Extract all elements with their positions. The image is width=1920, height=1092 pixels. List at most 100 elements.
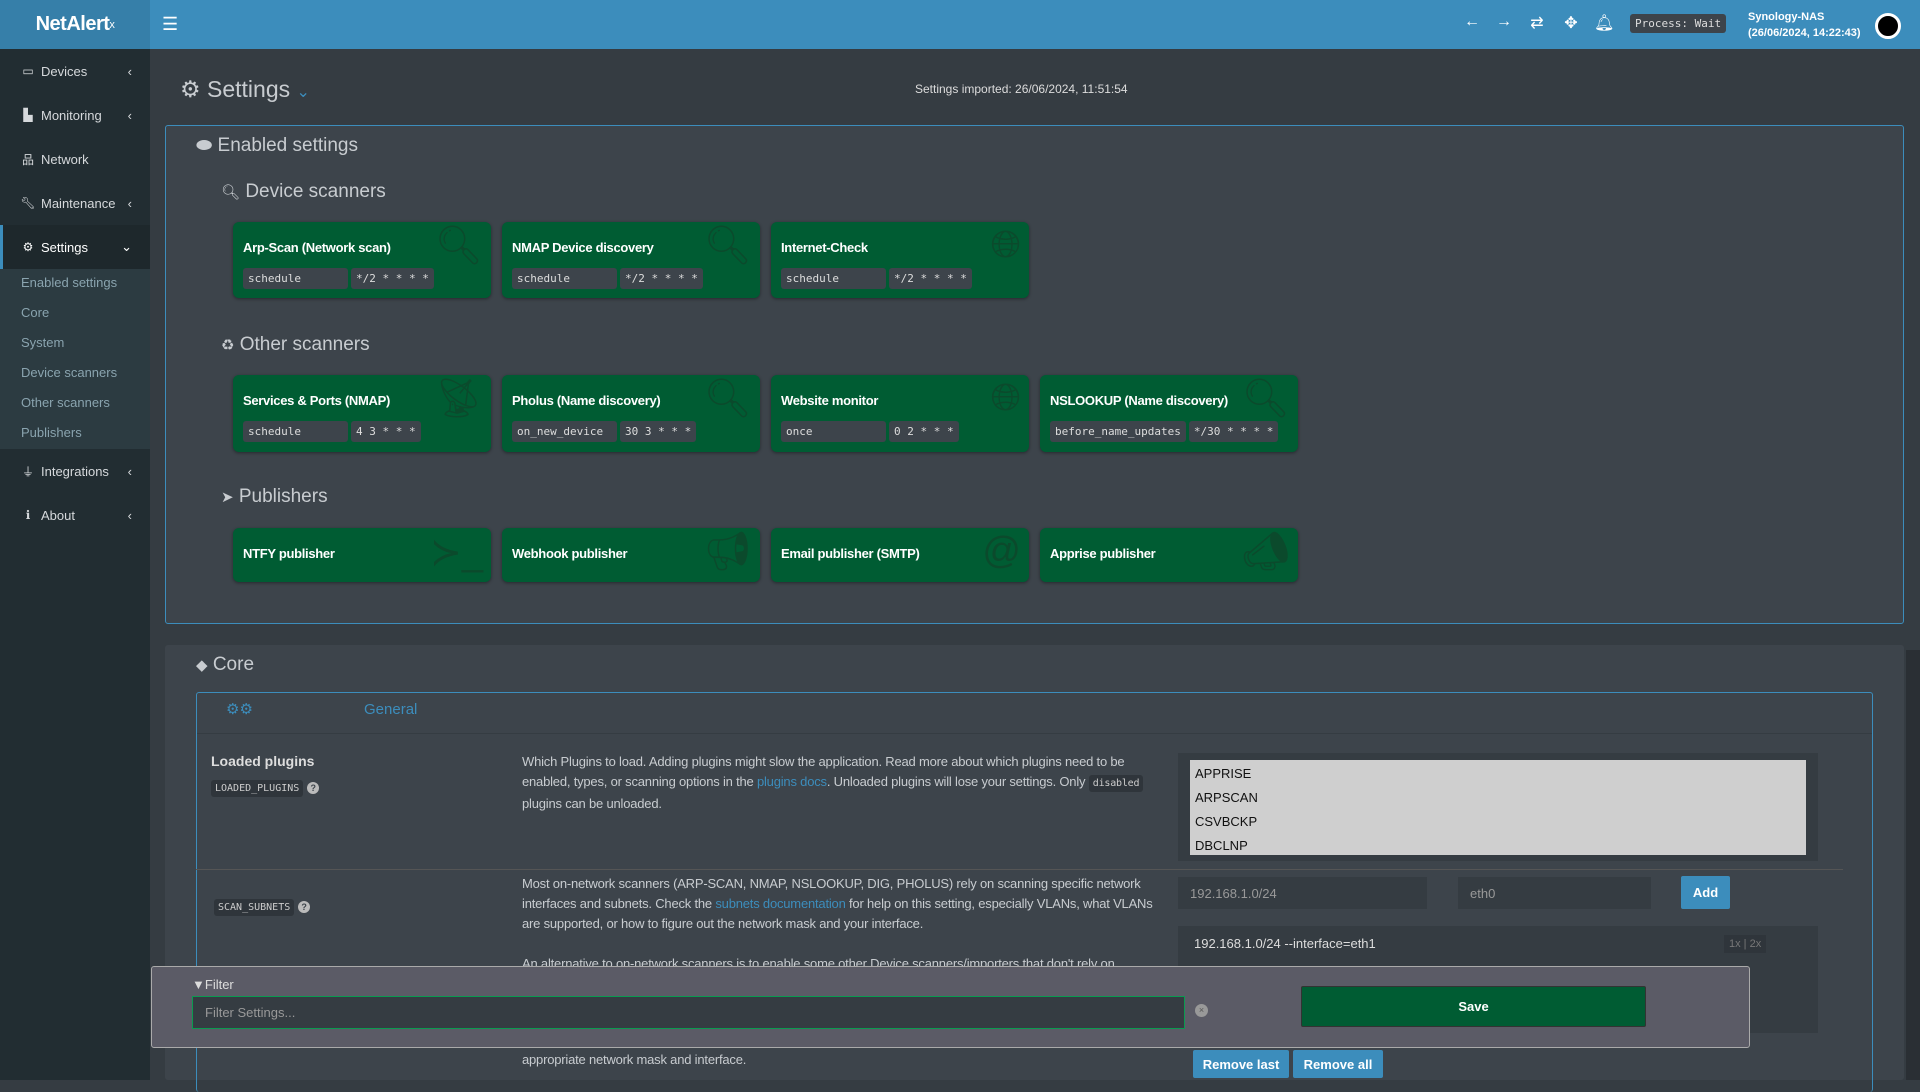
sidebar-item-maintenance[interactable]: 🔧︎ Maintenance ‹ — [0, 181, 150, 225]
filter-label: ▼Filter — [192, 977, 234, 992]
bell-icon[interactable]: 🔔︎ — [1594, 15, 1615, 32]
plugin-card[interactable]: ≻_ NTFY publisher — [233, 528, 491, 582]
core-heading: ◆ Core — [196, 654, 254, 676]
page-title-text: Settings — [207, 76, 291, 102]
plugin-settings: schedule */2 * * * * — [243, 268, 434, 289]
option-arpscan[interactable]: ARPSCAN — [1195, 790, 1258, 805]
chevron-left-icon: ‹ — [127, 195, 132, 211]
sidebar-label: About — [41, 507, 75, 523]
wrench-icon: 🔧︎ — [20, 196, 36, 210]
submenu-device-scanners[interactable]: Device scanners — [21, 365, 118, 380]
sidebar-label: Maintenance — [41, 195, 116, 211]
remove-all-button[interactable]: Remove all — [1293, 1050, 1383, 1078]
user-avatar[interactable] — [1875, 13, 1901, 39]
sidebar-label: Network — [41, 151, 89, 167]
submenu-publishers[interactable]: Publishers — [21, 425, 82, 440]
setting-key: LOADED_PLUGINS — [211, 780, 304, 797]
option-dbclnp[interactable]: DBCLNP — [1195, 838, 1248, 853]
satellite-icon: 📡︎ — [434, 378, 483, 420]
scrollbar[interactable] — [1906, 650, 1920, 1080]
search-icon: 🔍︎ — [703, 225, 752, 267]
sidebar-item-devices[interactable]: ▭ Devices ‹ — [0, 49, 150, 93]
forward-arrow-icon[interactable]: → — [1496, 13, 1512, 30]
subnet-entry[interactable]: 192.168.1.0/24 --interface=eth1 — [1194, 936, 1376, 951]
plugin-setting-key: schedule — [512, 268, 617, 289]
plugin-card[interactable]: 📢︎ Webhook publisher — [502, 528, 760, 582]
submenu-core[interactable]: Core — [21, 305, 50, 320]
plugin-card[interactable]: 🔍︎ Pholus (Name discovery) on_new_device 30… — [502, 375, 760, 452]
paper-plane-icon: ➤ — [221, 489, 234, 506]
sidebar-item-settings[interactable]: ⚙ Settings ⌄ — [0, 225, 150, 269]
publishers-heading: ➤ Publishers — [221, 486, 328, 508]
size-toggle[interactable]: 1x | 2x — [1724, 935, 1767, 953]
plugin-setting-key: on_new_device — [512, 421, 617, 442]
desc-text: for help on this setting, especially VLA… — [522, 896, 1153, 931]
plugins-docs-link[interactable]: plugins docs — [756, 774, 827, 789]
option-csvbckp[interactable]: CSVBCKP — [1195, 814, 1258, 829]
plugin-card[interactable]: @ Email publisher (SMTP) — [771, 528, 1029, 582]
globe-icon: 🌐︎ — [990, 224, 1021, 266]
plugin-card[interactable]: 🌐︎ Internet-Check schedule */2 * * * * — [771, 222, 1029, 298]
scan-subnets-code: SCAN_SUBNETS ? — [214, 897, 311, 916]
plugin-schedule: 0 2 * * * — [889, 421, 959, 442]
desc-text: plugins can be unloaded. — [522, 796, 662, 811]
help-icon[interactable]: ? — [298, 901, 311, 913]
gear-icon: ⚙ — [180, 76, 201, 102]
remove-last-button[interactable]: Remove last — [1193, 1050, 1289, 1078]
submenu-system[interactable]: System — [21, 335, 65, 350]
tab-general[interactable]: General — [364, 701, 418, 718]
back-arrow-icon[interactable]: ← — [1464, 13, 1480, 30]
plugin-setting-key: before_name_updates — [1050, 421, 1186, 442]
search-plus-icon: 🔍︎ — [221, 184, 241, 201]
page-title: ⚙ Settings ⌄ — [180, 76, 310, 103]
plugin-schedule: */2 * * * * — [351, 268, 434, 289]
logo[interactable]: NetAlert x — [0, 0, 150, 49]
heading-text: Core — [212, 654, 255, 675]
core-tab-panel — [196, 692, 1873, 1092]
plugin-card[interactable]: 🔍︎ NMAP Device discovery schedule */2 * * *… — [502, 222, 760, 298]
logo-sup: x — [109, 18, 115, 31]
sidebar-item-network[interactable]: 品 Network — [0, 137, 150, 181]
move-icon[interactable]: ✥ — [1564, 15, 1578, 32]
terminal-icon: ≻_ — [430, 532, 483, 574]
add-button[interactable]: Add — [1681, 876, 1730, 909]
sidebar: ▭ Devices ‹ ▙ Monitoring ‹ 品 Network 🔧︎ Mainte… — [0, 49, 150, 1080]
sidebar-item-about[interactable]: ℹ About ‹ — [0, 493, 150, 537]
filter-input[interactable]: Filter Settings... — [192, 996, 1185, 1029]
sidebar-item-integrations[interactable]: ⏚ Integrations ‹ — [0, 449, 150, 493]
plugin-name: Email publisher (SMTP) — [781, 546, 920, 561]
plugin-name: Pholus (Name discovery) — [512, 393, 661, 408]
gem-icon: ◆ — [196, 657, 208, 674]
submenu-other-scanners[interactable]: Other scanners — [21, 395, 110, 410]
loaded-plugins-label: Loaded plugins — [211, 753, 315, 769]
refresh-icon[interactable]: ⇄ — [1530, 15, 1544, 32]
logo-text: NetAlert — [35, 13, 110, 35]
plugin-card[interactable]: 🔍︎ Arp-Scan (Network scan) schedule */2 * *… — [233, 222, 491, 298]
heading-text: Device scanners — [245, 181, 386, 202]
interface-input[interactable]: eth0 — [1458, 877, 1651, 909]
chevron-down-icon: ⌄ — [121, 239, 132, 254]
heading-text: Other scanners — [239, 334, 370, 355]
plugin-setting-key: schedule — [243, 421, 348, 442]
clear-filter-icon[interactable]: × — [1195, 1004, 1208, 1017]
plugin-card[interactable]: 📣︎ Apprise publisher — [1040, 528, 1298, 582]
sidebar-label: Integrations — [41, 463, 109, 479]
subnets-docs-link[interactable]: subnets documentation — [715, 896, 846, 911]
option-apprise[interactable]: APPRISE — [1195, 766, 1252, 781]
submenu-enabled-settings[interactable]: Enabled settings — [21, 275, 118, 290]
save-button[interactable]: Save — [1301, 986, 1646, 1027]
plugin-schedule: */30 * * * * — [1188, 421, 1279, 442]
help-icon[interactable]: ? — [307, 782, 320, 794]
plugin-settings: before_name_updates */30 * * * * — [1050, 421, 1279, 442]
plugin-card[interactable]: 📡︎ Services & Ports (NMAP) schedule 4 3 * *… — [233, 375, 491, 452]
double-chevron-down-icon[interactable]: ⌄ — [296, 84, 310, 101]
subnet-input[interactable]: 192.168.1.0/24 — [1178, 877, 1427, 909]
plugins-multiselect[interactable]: APPRISE ARPSCAN CSVBCKP DBCLNP — [1190, 760, 1806, 855]
setting-key: SCAN_SUBNETS — [214, 899, 295, 916]
sidebar-item-monitoring[interactable]: ▙ Monitoring ‹ — [0, 93, 150, 137]
hamburger-menu-icon[interactable]: ☰ — [162, 14, 179, 34]
scan-subnets-description-tail: appropriate network mask and interface. — [522, 1052, 747, 1067]
loaded-plugins-description: Which Plugins to load. Adding plugins mi… — [522, 752, 1162, 814]
plugin-card[interactable]: 🔍︎ NSLOOKUP (Name discovery) before_name_u… — [1040, 375, 1298, 452]
plugin-card[interactable]: 🌐︎ Website monitor once 0 2 * * * — [771, 375, 1029, 452]
